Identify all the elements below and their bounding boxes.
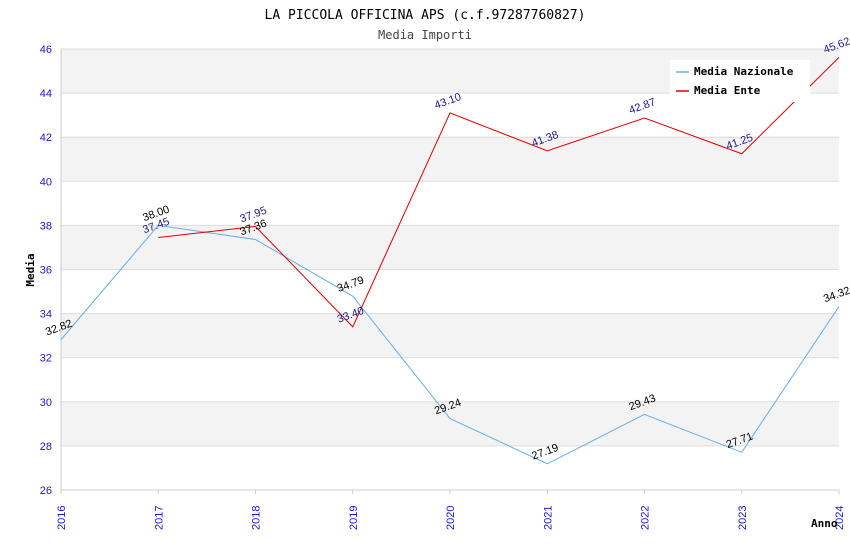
plot-band [61,225,839,270]
x-tick-label: 2017 [153,506,165,530]
y-tick-label: 34 [40,309,52,321]
x-tick-label: 2020 [445,506,457,530]
y-tick-label: 28 [40,441,52,453]
plot-bands [61,49,839,490]
x-tick-label: 2023 [737,506,749,530]
plot-band [61,181,839,226]
y-tick-label: 42 [40,132,52,144]
series-line-media-nazionale [60,224,840,465]
legend-label-nazionale: Media Nazionale [694,65,794,78]
plot-band [61,401,839,446]
y-tick-label: 30 [40,397,52,409]
y-axis-label: Media [24,253,37,286]
x-tick-label: 2021 [542,506,554,530]
y-tick-label: 32 [40,353,52,365]
series-lines [60,57,840,465]
plot-band [61,269,839,314]
series-line-media-ente [158,57,840,328]
legend-box [670,60,810,102]
y-axis-ticks: 26 28 30 32 34 36 38 40 42 44 46 [40,44,52,497]
x-axis-ticks: 2016 2017 2018 2019 2020 2021 2022 2023 2024 [56,490,846,530]
x-tick-label: 2024 [834,506,846,530]
plot-band [61,137,839,182]
plot-band [61,445,839,490]
y-tick-label: 44 [40,88,52,100]
y-tick-label: 26 [40,485,52,497]
y-tick-label: 40 [40,176,52,188]
chart-subtitle: Media Importi [378,28,472,42]
x-tick-label: 2022 [640,506,652,530]
legend-label-ente: Media Ente [694,84,761,97]
plot-band [61,357,839,402]
plot-band [61,313,839,358]
y-tick-label: 38 [40,220,52,232]
chart-title: LA PICCOLA OFFICINA APS (c.f.97287760827… [265,8,586,23]
x-tick-label: 2016 [56,506,68,530]
x-axis-label: Anno [811,517,838,530]
x-tick-label: 2019 [348,506,360,530]
legend: Media Nazionale Media Ente [670,60,810,102]
x-tick-label: 2018 [251,506,263,530]
y-tick-label: 46 [40,44,52,56]
y-tick-label: 36 [40,265,52,277]
